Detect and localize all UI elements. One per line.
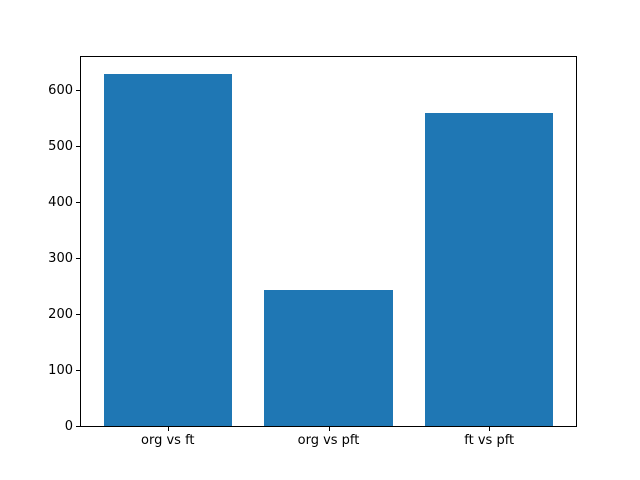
x-tick-label: org vs pft xyxy=(297,433,360,448)
y-tick-mark xyxy=(76,369,80,371)
y-tick-mark xyxy=(76,257,80,259)
y-tick-label: 400 xyxy=(48,194,73,210)
y-tick-label: 0 xyxy=(64,419,73,434)
plot-area: org vs ft org vs pft ft vs pft 0 100 200 300 40… xyxy=(48,56,577,448)
y-tick-label: 200 xyxy=(48,306,73,322)
x-tick-label: org vs ft xyxy=(141,433,195,448)
x-tick-label: ft vs pft xyxy=(464,433,515,448)
x-tick-mark xyxy=(328,427,330,431)
y-tick-label: 500 xyxy=(48,138,73,154)
bar-org-vs-ft xyxy=(103,74,233,426)
y-tick-mark xyxy=(76,145,80,147)
x-tick-mark xyxy=(167,427,169,431)
y-tick-mark xyxy=(76,89,80,91)
y-tick-mark xyxy=(76,313,80,315)
x-tick-mark xyxy=(489,427,491,431)
bar-ft-vs-pft xyxy=(424,113,554,426)
y-tick-mark xyxy=(76,201,80,203)
y-tick-mark xyxy=(76,426,80,427)
y-tick-label: 100 xyxy=(48,362,73,378)
y-tick-label: 300 xyxy=(48,250,73,266)
y-tick-label: 600 xyxy=(48,82,73,98)
bar-org-vs-pft xyxy=(264,289,393,426)
